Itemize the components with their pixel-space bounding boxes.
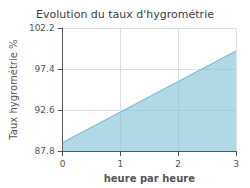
svg-text:2: 2 — [175, 159, 181, 169]
svg-text:3: 3 — [233, 159, 239, 169]
svg-text:Taux hygrométrie %: Taux hygrométrie % — [8, 39, 19, 140]
svg-text:92.6: 92.6 — [35, 105, 55, 115]
svg-text:Evolution du taux d'hygrométri: Evolution du taux d'hygrométrie — [36, 8, 214, 21]
svg-text:87.8: 87.8 — [35, 146, 55, 156]
svg-text:102.2: 102.2 — [29, 23, 55, 33]
svg-text:0: 0 — [60, 159, 66, 169]
svg-text:heure par heure: heure par heure — [104, 173, 195, 184]
svg-text:1: 1 — [118, 159, 124, 169]
svg-text:97.4: 97.4 — [35, 64, 55, 74]
